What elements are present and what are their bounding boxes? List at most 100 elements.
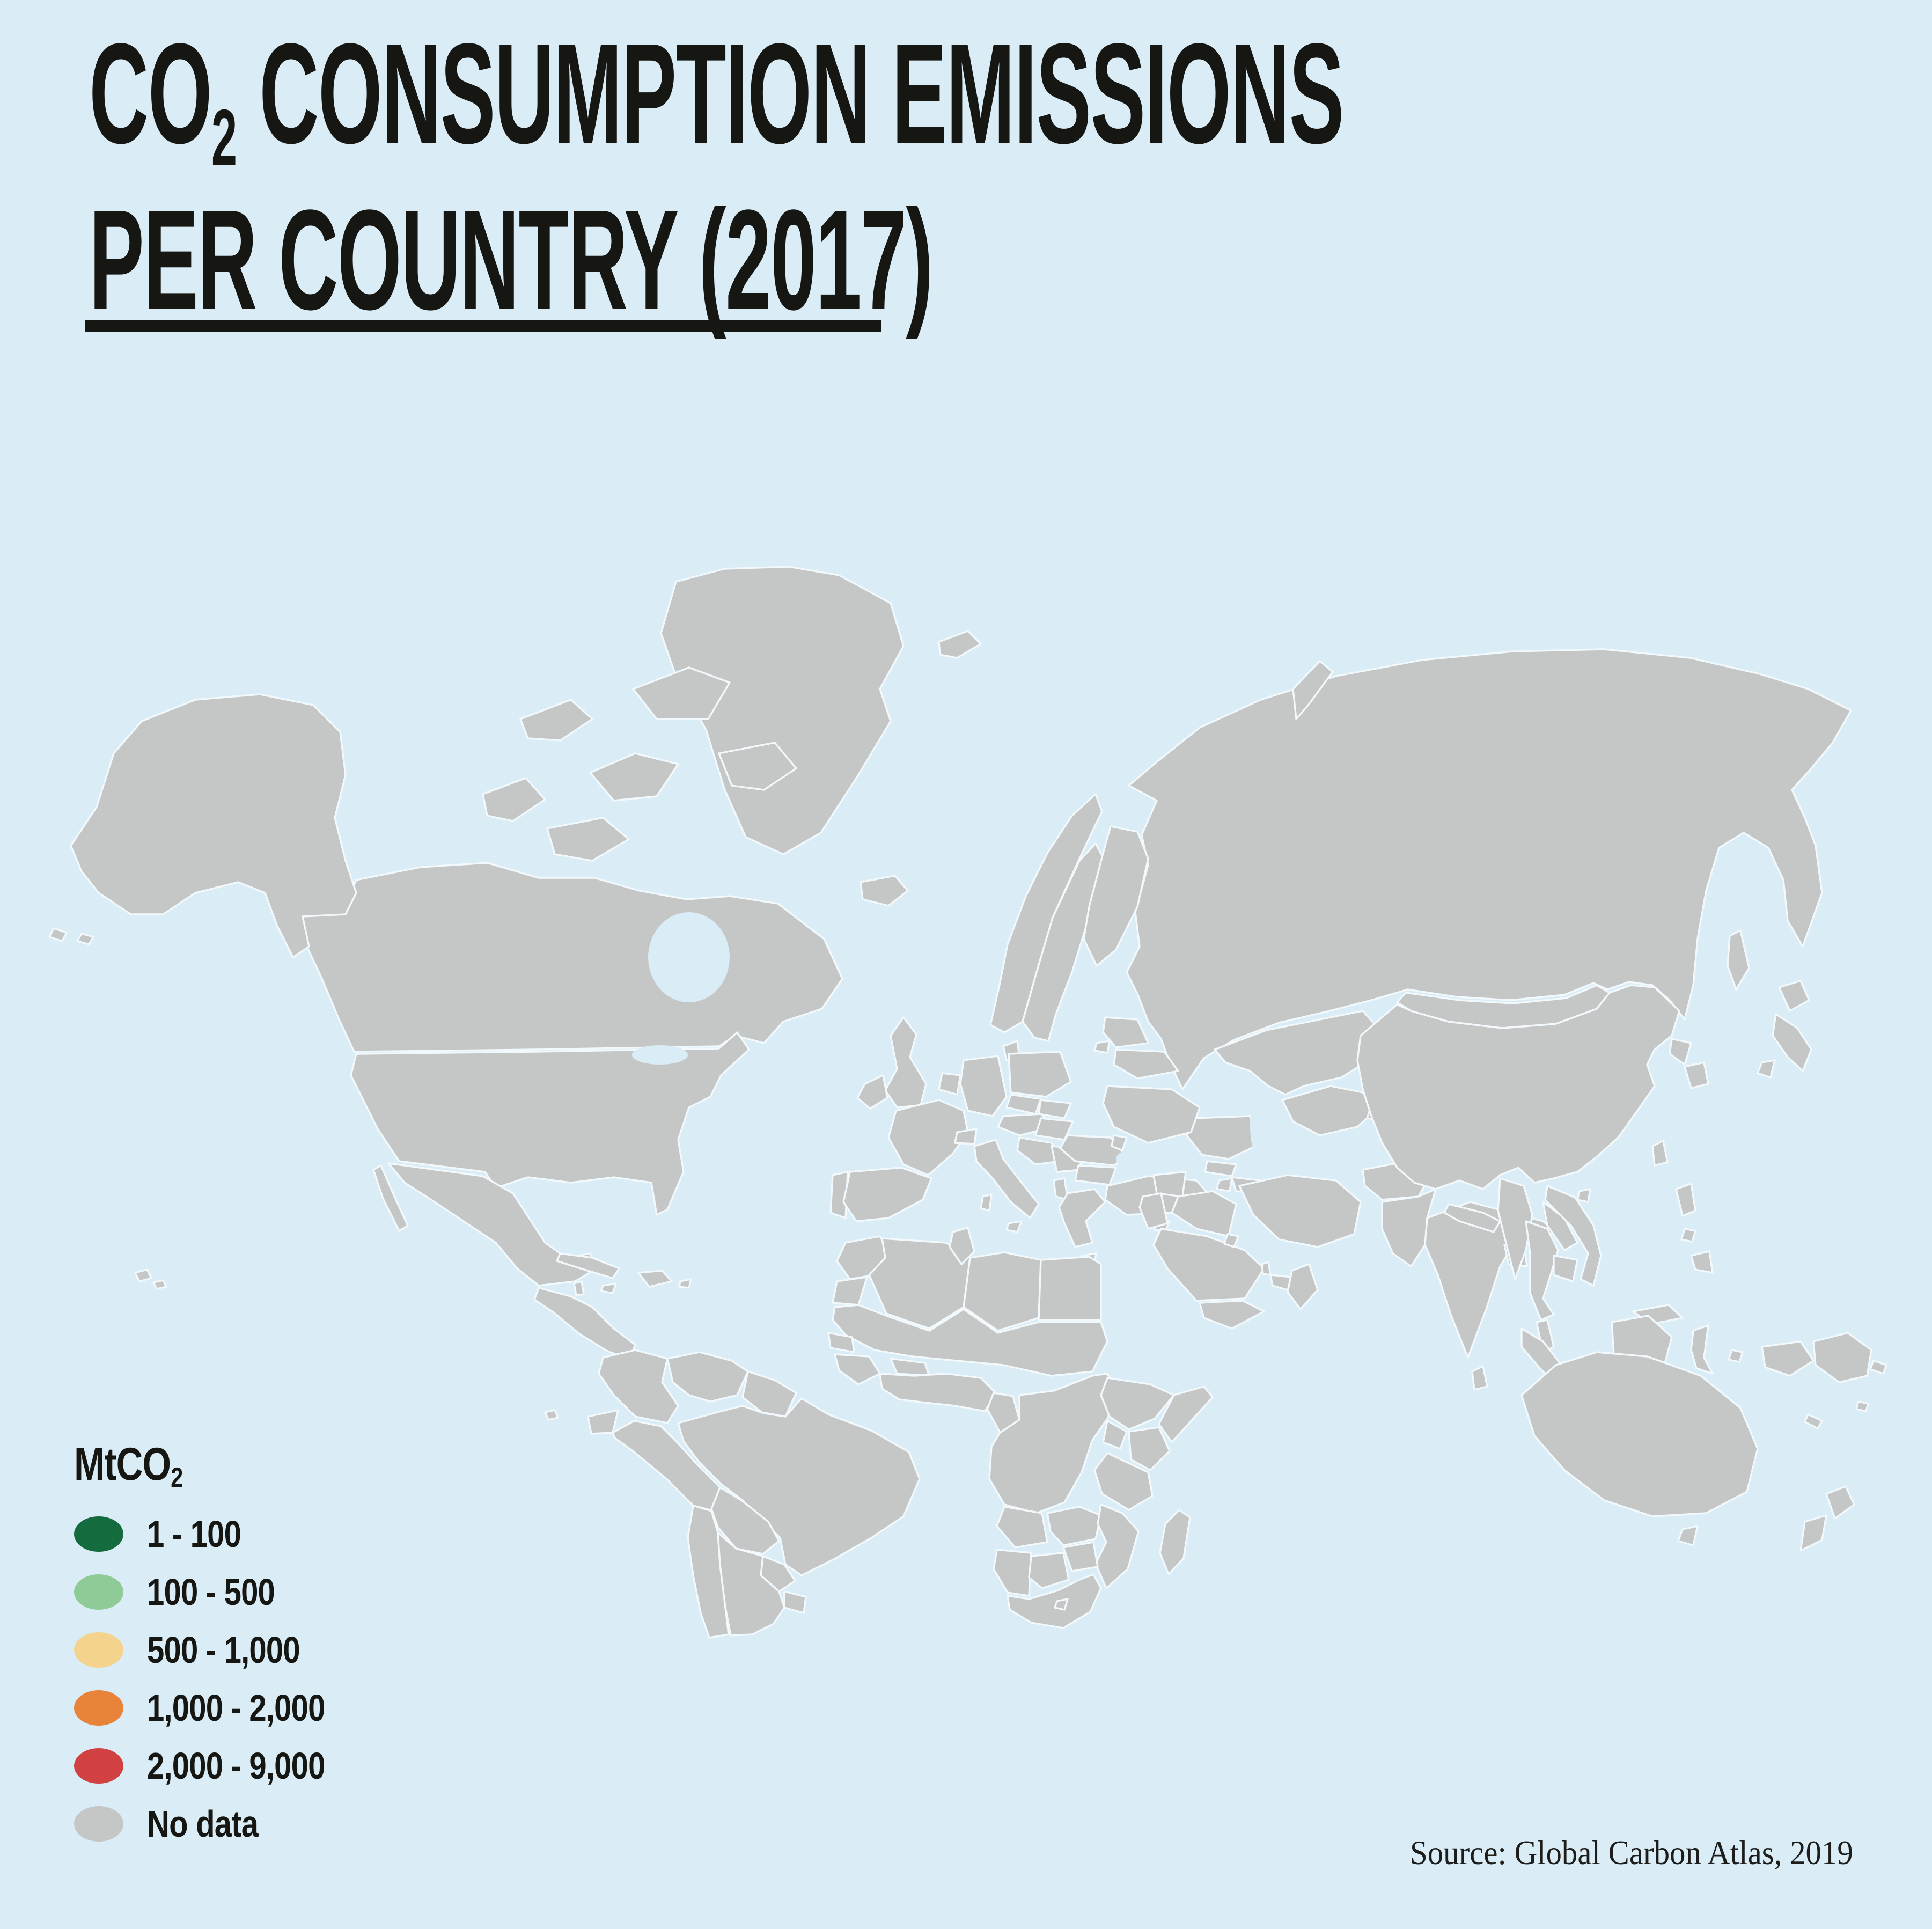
country-kuwait	[1223, 1233, 1239, 1248]
country-moldova	[1111, 1134, 1128, 1151]
country-sahel-sudan-belt	[832, 1304, 1108, 1377]
country-armenia	[1216, 1177, 1233, 1192]
country-congo-basin	[988, 1373, 1119, 1514]
country-madagascar	[1159, 1509, 1191, 1575]
country-angola	[996, 1506, 1048, 1549]
country-papua-new-guinea	[1812, 1332, 1872, 1383]
country-italy-sicily	[1005, 1220, 1023, 1233]
country-canada-arctic-island	[482, 777, 546, 822]
country-somalia	[1158, 1385, 1214, 1443]
mtco2-subscript: 2	[171, 1461, 183, 1493]
country-mexico	[387, 1162, 598, 1287]
country-jamaica	[600, 1282, 617, 1294]
country-new-zealand-north	[1825, 1485, 1855, 1520]
country-russia	[1186, 1115, 1257, 1160]
country-fiji	[1855, 1400, 1869, 1412]
legend-item-1-100: 1 - 100	[74, 1513, 362, 1556]
legend-swatch-red	[74, 1748, 123, 1784]
country-mongolia	[1396, 984, 1611, 1029]
country-new-caledonia	[1804, 1413, 1823, 1429]
world-map	[32, 558, 1899, 1642]
legend-swatch-yellow	[74, 1632, 123, 1668]
page-title-line1: CO2 CONSUMPTION EMISSIONS	[89, 14, 1345, 182]
country-bulgaria	[1074, 1164, 1117, 1186]
country-czechia	[1005, 1094, 1042, 1115]
country-italy	[973, 1139, 1040, 1219]
country-tunisia	[949, 1227, 975, 1265]
country-lesotho	[1054, 1598, 1069, 1611]
country-argentina	[717, 1531, 785, 1637]
legend-swatch-light-green	[74, 1574, 123, 1610]
country-philippines-visayas	[1680, 1228, 1696, 1243]
country-russia-kaliningrad	[1093, 1040, 1111, 1054]
country-nepal	[1443, 1203, 1501, 1233]
country-usa-hawaii	[152, 1279, 167, 1290]
country-guinea-region	[834, 1353, 881, 1385]
legend-label: 1 - 100	[147, 1513, 241, 1556]
country-indonesia-sulawesi	[1690, 1324, 1714, 1375]
country-zimbabwe	[1062, 1541, 1099, 1572]
country-brazil	[677, 1397, 921, 1576]
country-taiwan	[1651, 1140, 1669, 1167]
country-canada-arctic-island	[546, 817, 630, 862]
legend-title: MtCO2	[74, 1439, 183, 1493]
country-israel-jordan	[1138, 1192, 1169, 1230]
country-united-kingdom	[884, 1016, 927, 1109]
choropleth-svg	[48, 566, 1887, 1639]
country-malawi-mozambique	[1094, 1503, 1140, 1589]
country-russia	[1126, 648, 1852, 1090]
country-tasmania	[1677, 1525, 1699, 1546]
great-lakes	[632, 1045, 688, 1065]
country-ireland	[856, 1074, 888, 1110]
black-sea	[1116, 1145, 1198, 1173]
country-uganda	[1102, 1420, 1128, 1450]
country-yemen	[1199, 1300, 1265, 1330]
country-tanzania	[1093, 1452, 1154, 1511]
country-croatia-slovenia	[1016, 1136, 1061, 1165]
country-finland	[1083, 825, 1149, 967]
country-baltic-states	[1102, 1016, 1149, 1048]
country-germany	[959, 1055, 1008, 1117]
country-burkina-faso	[890, 1358, 930, 1377]
country-japan	[1772, 1013, 1812, 1072]
country-russia-sakhalin	[1727, 929, 1750, 991]
country-benelux	[938, 1072, 961, 1096]
title-underline	[85, 320, 881, 332]
country-portugal	[829, 1171, 849, 1219]
country-kazakhstan	[1214, 1010, 1381, 1096]
country-myanmar	[1497, 1177, 1533, 1280]
legend-swatch-dark-green	[74, 1516, 123, 1552]
country-south-korea	[1684, 1061, 1709, 1089]
country-indonesia-west-papua	[1761, 1340, 1815, 1377]
country-usa-alaska	[70, 693, 357, 958]
country-botswana	[1028, 1552, 1070, 1589]
country-canada-arctic-island	[519, 699, 593, 742]
country-south-africa	[1007, 1573, 1102, 1629]
country-kenya	[1128, 1426, 1171, 1471]
hudson-bay	[648, 912, 730, 1002]
country-france	[887, 1099, 969, 1176]
country-belarus	[1113, 1048, 1179, 1080]
legend-label: 500 - 1,000	[147, 1629, 300, 1671]
country-new-britain	[1869, 1360, 1887, 1375]
country-philippines-mindanao	[1690, 1250, 1714, 1274]
legend-label: 100 - 500	[147, 1571, 275, 1613]
country-canada	[302, 862, 843, 1053]
country-thailand	[1525, 1220, 1559, 1321]
country-ecuador	[587, 1409, 619, 1435]
country-usa-aleutians	[48, 927, 68, 942]
legend-item-no-data: No data	[74, 1803, 362, 1845]
country-hispaniola	[637, 1270, 673, 1288]
country-west-africa-coast	[879, 1373, 997, 1412]
country-ethiopia	[1100, 1377, 1175, 1431]
country-georgia	[1204, 1160, 1237, 1177]
country-bolivia	[710, 1486, 780, 1555]
country-mexico-baja	[372, 1164, 409, 1232]
country-svalbard	[938, 630, 982, 659]
country-switzerland	[954, 1128, 978, 1145]
country-indonesia-moluccas	[1728, 1349, 1744, 1363]
country-namibia	[993, 1549, 1032, 1597]
country-syria	[1152, 1171, 1187, 1198]
country-australia	[1520, 1351, 1759, 1517]
country-puerto-rico	[678, 1278, 692, 1289]
